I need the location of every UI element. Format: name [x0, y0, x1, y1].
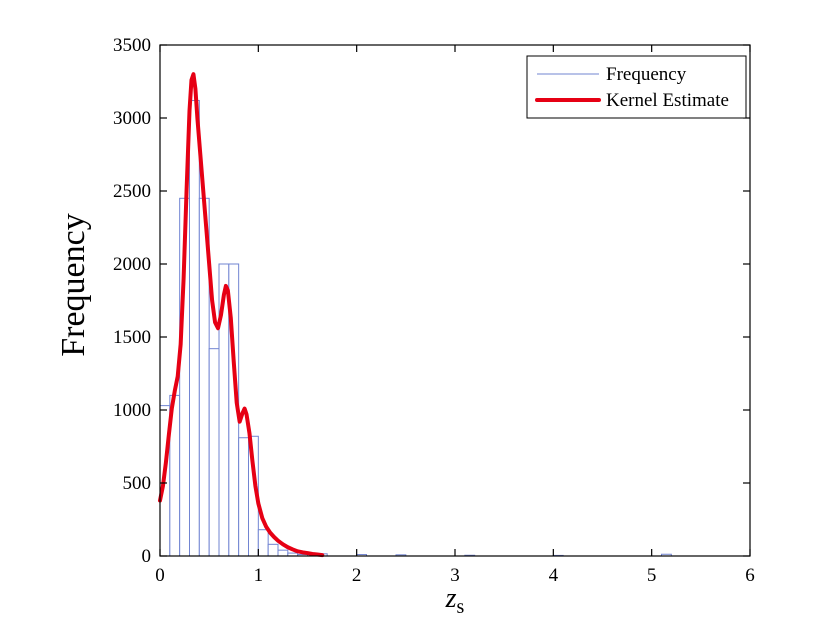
- x-tick-label: 1: [254, 565, 264, 586]
- y-tick-label: 1000: [113, 400, 151, 421]
- x-axis-label-main: z: [445, 583, 457, 614]
- y-tick-label: 2500: [113, 181, 151, 202]
- y-tick-label: 3500: [113, 35, 151, 56]
- kernel-estimate-curve: [158, 72, 325, 558]
- x-tick-label: 0: [155, 565, 165, 586]
- histogram-bar: [189, 99, 200, 557]
- legend-frequency-label: Frequency: [606, 64, 687, 85]
- y-axis-label: Frequency: [55, 213, 92, 357]
- x-tick-label: 6: [745, 565, 755, 586]
- y-tick-label: 3000: [113, 108, 151, 129]
- histogram-bar: [257, 529, 269, 557]
- legend-kernel-estimate-label: Kernel Estimate: [606, 90, 729, 111]
- y-tick-label: 1500: [113, 327, 151, 348]
- y-tick-label: 0: [142, 546, 152, 567]
- y-tick-label: 500: [123, 473, 152, 494]
- histogram-bar: [277, 549, 289, 557]
- x-tick-label: 2: [352, 565, 362, 586]
- histogram-bar: [208, 348, 220, 557]
- histogram-bar: [238, 437, 249, 557]
- legend: Frequency Kernel Estimate: [526, 55, 747, 119]
- histogram-series: [159, 99, 672, 557]
- legend-border: [526, 55, 747, 119]
- x-tick-label: 3: [450, 565, 460, 586]
- histogram-bar: [267, 543, 279, 557]
- x-tick-label: 5: [647, 565, 657, 586]
- x-axis-label: zs: [445, 583, 465, 618]
- y-tick-label: 2000: [113, 254, 151, 275]
- axis-tick-labels: 0 1 2 3 4 5 6 0 500 1000 1500 2000 2500 3000 3500: [113, 35, 755, 586]
- x-axis-label-subscript: s: [457, 596, 465, 618]
- x-tick-label: 4: [549, 565, 559, 586]
- axis-ticks: [159, 44, 751, 557]
